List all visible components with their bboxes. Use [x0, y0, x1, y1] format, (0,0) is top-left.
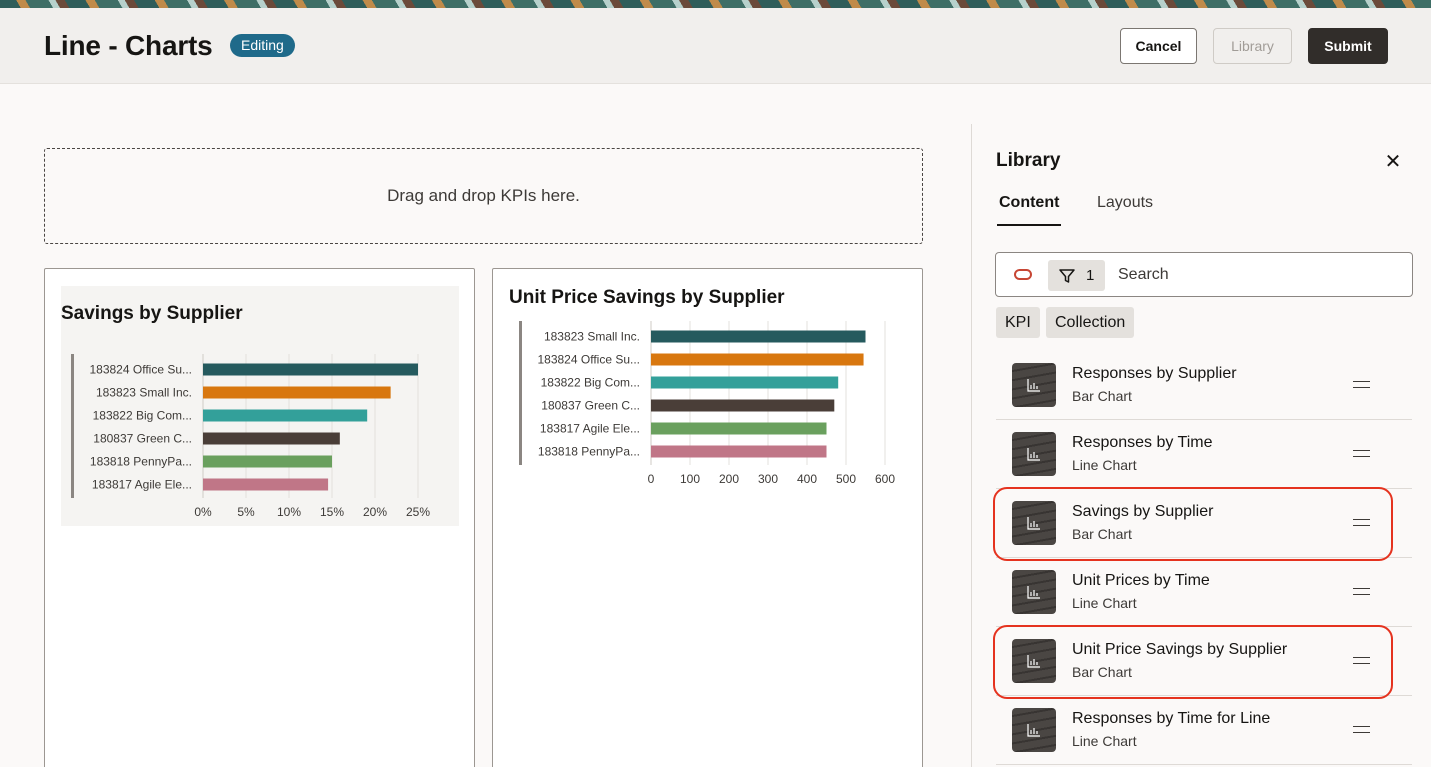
chip-kpi[interactable]: KPI	[996, 307, 1040, 338]
drag-handle-icon[interactable]	[1353, 726, 1370, 733]
library-item[interactable]: Responses by Supplier Bar Chart	[996, 351, 1412, 420]
library-item-type: Bar Chart	[1072, 526, 1132, 542]
category-label: 183818 PennyPa...	[90, 455, 192, 469]
library-item-type: Bar Chart	[1072, 388, 1132, 404]
bar	[203, 409, 368, 422]
bar	[203, 455, 332, 468]
library-item[interactable]: Unit Prices by Time Line Chart	[996, 558, 1412, 627]
library-search: 1	[995, 252, 1413, 297]
kpi-dropzone[interactable]: Drag and drop KPIs here.	[44, 148, 923, 244]
category-label: 183817 Agile Ele...	[540, 422, 640, 436]
drag-handle-icon[interactable]	[1353, 450, 1370, 457]
search-input[interactable]	[1118, 264, 1398, 286]
cancel-button[interactable]: Cancel	[1120, 28, 1197, 64]
tab-layouts[interactable]: Layouts	[1097, 194, 1154, 211]
library-title: Library	[996, 150, 1061, 171]
library-item[interactable]: Savings by Supplier Bar Chart	[996, 489, 1412, 558]
page-header: Line - Charts Editing Cancel Library Sub…	[0, 8, 1431, 84]
library-item-type: Line Chart	[1072, 733, 1137, 749]
x-tick-label: 25%	[406, 505, 430, 519]
x-tick-label: 600	[875, 472, 895, 486]
library-item-type: Bar Chart	[1072, 664, 1132, 680]
library-item-name: Unit Price Savings by Supplier	[1072, 641, 1288, 658]
page-title: Line - Charts	[44, 30, 213, 61]
oracle-logo-icon	[1014, 269, 1032, 280]
chart-title: Unit Price Savings by Supplier	[509, 287, 785, 308]
x-tick-label: 0%	[194, 505, 212, 519]
chart-thumbnail-icon	[1012, 639, 1056, 683]
x-tick-label: 200	[719, 472, 739, 486]
library-divider	[971, 124, 972, 767]
library-item[interactable]: Responses by Time for Line Line Chart	[996, 696, 1412, 765]
close-icon[interactable]: ✕	[1384, 151, 1402, 173]
library-item-name: Savings by Supplier	[1072, 503, 1214, 520]
bar	[203, 386, 391, 399]
bar	[651, 445, 827, 458]
x-tick-label: 400	[797, 472, 817, 486]
library-item[interactable]: Responses by Time Line Chart	[996, 420, 1412, 489]
category-label: 183824 Office Su...	[89, 363, 192, 377]
library-item-type: Line Chart	[1072, 457, 1137, 473]
header-banner	[0, 0, 1431, 8]
category-axis-line	[519, 321, 522, 465]
category-axis-line	[71, 354, 74, 498]
chart-title: Savings by Supplier	[61, 303, 243, 324]
tab-content[interactable]: Content	[999, 194, 1060, 211]
category-label: 183817 Agile Ele...	[92, 478, 192, 492]
bar	[651, 422, 827, 435]
bar	[651, 353, 864, 366]
library-item-type: Line Chart	[1072, 595, 1137, 611]
unit-price-savings-bar-chart: 0 100 200 300 400 500 600 183823 Small Inc. 1838…	[519, 321, 895, 486]
library-item-name: Responses by Supplier	[1072, 365, 1237, 382]
bar	[203, 432, 340, 445]
bar	[651, 376, 839, 389]
filter-icon	[1059, 269, 1075, 283]
x-tick-label: 20%	[363, 505, 387, 519]
x-tick-label: 300	[758, 472, 778, 486]
bar	[203, 363, 418, 376]
library-item-name: Responses by Time for Line	[1072, 710, 1271, 727]
chart-thumbnail-icon	[1012, 363, 1056, 407]
chart-thumbnail-icon	[1012, 708, 1056, 752]
bar	[651, 330, 866, 343]
chart-thumbnail-icon	[1012, 501, 1056, 545]
chip-collection[interactable]: Collection	[1046, 307, 1135, 338]
library-item-name: Unit Prices by Time	[1072, 572, 1210, 589]
category-label: 180837 Green C...	[93, 432, 192, 446]
drag-handle-icon[interactable]	[1353, 519, 1370, 526]
chart-card-unit-price-savings[interactable]: Unit Price Savings by Supplier 0 100 200 30…	[492, 268, 923, 767]
x-tick-label: 10%	[277, 505, 301, 519]
x-tick-label: 0	[648, 472, 655, 486]
chart-thumbnail-icon	[1012, 432, 1056, 476]
category-label: 183824 Office Su...	[537, 353, 640, 367]
category-label: 183822 Big Com...	[93, 409, 192, 423]
drag-handle-icon[interactable]	[1353, 657, 1370, 664]
x-tick-label: 5%	[237, 505, 255, 519]
category-label: 183818 PennyPa...	[538, 445, 640, 459]
submit-button[interactable]: Submit	[1308, 28, 1388, 64]
category-label: 183822 Big Com...	[541, 376, 640, 390]
active-tab-indicator	[997, 224, 1061, 226]
library-button[interactable]: Library	[1213, 28, 1292, 64]
x-tick-label: 500	[836, 472, 856, 486]
chart-thumbnail-icon	[1012, 570, 1056, 614]
bar	[203, 478, 329, 491]
x-tick-label: 15%	[320, 505, 344, 519]
category-label: 180837 Green C...	[541, 399, 640, 413]
filter-button[interactable]: 1	[1048, 260, 1105, 291]
x-tick-label: 100	[680, 472, 700, 486]
drag-handle-icon[interactable]	[1353, 381, 1370, 388]
category-label: 183823 Small Inc.	[544, 330, 640, 344]
drag-handle-icon[interactable]	[1353, 588, 1370, 595]
bar	[651, 399, 835, 412]
library-item-name: Responses by Time	[1072, 434, 1213, 451]
library-item[interactable]: Unit Price Savings by Supplier Bar Chart	[996, 627, 1412, 696]
status-badge: Editing	[230, 34, 295, 57]
filter-count: 1	[1086, 267, 1095, 284]
chart-card-savings[interactable]: Savings by Supplier 0% 5% 10% 15% 20% 25% 1838…	[44, 268, 475, 767]
category-label: 183823 Small Inc.	[96, 386, 192, 400]
savings-bar-chart: 0% 5% 10% 15% 20% 25% 183824 Office Su... 18382…	[71, 354, 430, 519]
